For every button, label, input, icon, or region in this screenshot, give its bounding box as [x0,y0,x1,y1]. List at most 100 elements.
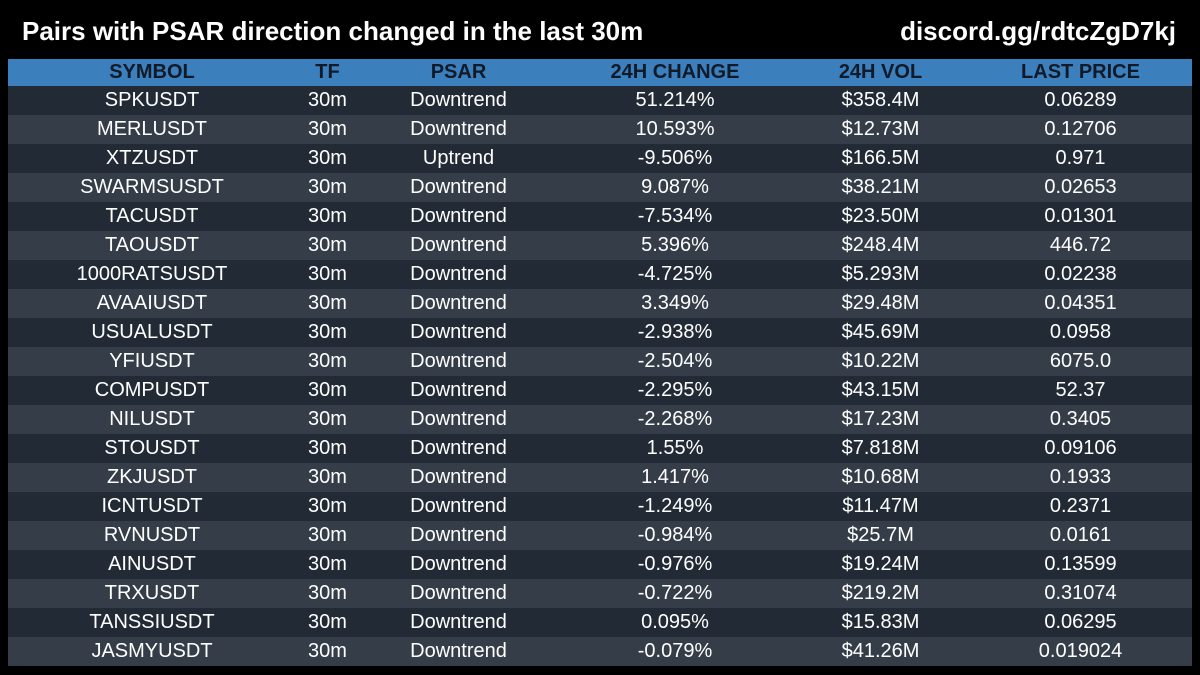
cell-psar: Downtrend [359,492,558,521]
cell-24h-change: -9.506% [558,144,792,173]
cell-tf: 30m [296,579,359,608]
table-row: SWARMSUSDT 30m Downtrend 9.087% $38.21M 0.026… [8,173,1192,202]
cell-24h-change: -4.725% [558,260,792,289]
cell-24h-change: -7.534% [558,202,792,231]
cell-tf: 30m [296,347,359,376]
cell-24h-change: -2.268% [558,405,792,434]
cell-tf: 30m [296,492,359,521]
cell-24h-vol: $12.73M [792,115,969,144]
cell-psar: Downtrend [359,260,558,289]
cell-tf: 30m [296,434,359,463]
cell-tf: 30m [296,608,359,637]
cell-symbol: RVNUSDT [8,521,296,550]
cell-24h-vol: $7.818M [792,434,969,463]
cell-symbol: MERLUSDT [8,115,296,144]
cell-psar: Downtrend [359,347,558,376]
cell-24h-change: 1.417% [558,463,792,492]
cell-tf: 30m [296,463,359,492]
column-header-24h-change: 24H CHANGE [558,59,792,86]
cell-symbol: AVAAIUSDT [8,289,296,318]
cell-24h-change: 0.095% [558,608,792,637]
table-row: NILUSDT 30m Downtrend -2.268% $17.23M 0.3405 [8,405,1192,434]
table-header-row: SYMBOL TF PSAR 24H CHANGE 24H VOL LAST PRICE [8,59,1192,86]
cell-psar: Uptrend [359,144,558,173]
cell-symbol: COMPUSDT [8,376,296,405]
column-header-psar: PSAR [359,59,558,86]
cell-psar: Downtrend [359,550,558,579]
cell-symbol: NILUSDT [8,405,296,434]
cell-psar: Downtrend [359,231,558,260]
cell-psar: Downtrend [359,376,558,405]
cell-psar: Downtrend [359,579,558,608]
cell-24h-change: -2.504% [558,347,792,376]
cell-last-price: 0.0161 [969,521,1192,550]
cell-24h-change: 10.593% [558,115,792,144]
cell-24h-vol: $11.47M [792,492,969,521]
header-bar: Pairs with PSAR direction changed in the… [0,0,1200,60]
table-row: TACUSDT 30m Downtrend -7.534% $23.50M 0.01301 [8,202,1192,231]
cell-last-price: 52.37 [969,376,1192,405]
cell-last-price: 0.3405 [969,405,1192,434]
cell-tf: 30m [296,202,359,231]
cell-last-price: 0.02653 [969,173,1192,202]
table-row: STOUSDT 30m Downtrend 1.55% $7.818M 0.09106 [8,434,1192,463]
cell-24h-change: -2.938% [558,318,792,347]
cell-symbol: STOUSDT [8,434,296,463]
cell-symbol: TAOUSDT [8,231,296,260]
cell-24h-vol: $358.4M [792,86,969,115]
table-header: SYMBOL TF PSAR 24H CHANGE 24H VOL LAST PRICE [8,59,1192,86]
cell-symbol: TRXUSDT [8,579,296,608]
column-header-last-price: LAST PRICE [969,59,1192,86]
psar-table: SYMBOL TF PSAR 24H CHANGE 24H VOL LAST PRICE … [8,59,1192,666]
table-row: TRXUSDT 30m Downtrend -0.722% $219.2M 0.31074 [8,579,1192,608]
cell-psar: Downtrend [359,608,558,637]
cell-symbol: YFIUSDT [8,347,296,376]
table-row: JASMYUSDT 30m Downtrend -0.079% $41.26M 0.019… [8,637,1192,666]
cell-last-price: 0.06295 [969,608,1192,637]
cell-24h-change: 1.55% [558,434,792,463]
cell-tf: 30m [296,260,359,289]
cell-24h-change: -0.984% [558,521,792,550]
cell-psar: Downtrend [359,173,558,202]
cell-last-price: 0.13599 [969,550,1192,579]
cell-last-price: 6075.0 [969,347,1192,376]
table-row: COMPUSDT 30m Downtrend -2.295% $43.15M 52.37 [8,376,1192,405]
cell-24h-vol: $23.50M [792,202,969,231]
table-row: AINUSDT 30m Downtrend -0.976% $19.24M 0.13599 [8,550,1192,579]
cell-psar: Downtrend [359,318,558,347]
cell-psar: Downtrend [359,289,558,318]
cell-last-price: 0.019024 [969,637,1192,666]
cell-tf: 30m [296,637,359,666]
table-row: AVAAIUSDT 30m Downtrend 3.349% $29.48M 0.0435… [8,289,1192,318]
cell-symbol: TACUSDT [8,202,296,231]
cell-tf: 30m [296,521,359,550]
cell-symbol: ICNTUSDT [8,492,296,521]
cell-24h-change: -0.079% [558,637,792,666]
cell-24h-vol: $29.48M [792,289,969,318]
column-header-symbol: SYMBOL [8,59,296,86]
cell-tf: 30m [296,405,359,434]
cell-last-price: 0.1933 [969,463,1192,492]
cell-last-price: 0.0958 [969,318,1192,347]
column-header-tf: TF [296,59,359,86]
cell-psar: Downtrend [359,434,558,463]
cell-tf: 30m [296,550,359,579]
discord-link[interactable]: discord.gg/rdtcZgD7kj [900,16,1176,46]
cell-psar: Downtrend [359,115,558,144]
cell-24h-vol: $166.5M [792,144,969,173]
table-row: 1000RATSUSDT 30m Downtrend -4.725% $5.293M 0.… [8,260,1192,289]
cell-24h-change: -0.722% [558,579,792,608]
cell-24h-change: -2.295% [558,376,792,405]
cell-24h-change: -0.976% [558,550,792,579]
cell-24h-vol: $38.21M [792,173,969,202]
cell-psar: Downtrend [359,405,558,434]
cell-psar: Downtrend [359,463,558,492]
cell-psar: Downtrend [359,202,558,231]
table-row: YFIUSDT 30m Downtrend -2.504% $10.22M 6075.0 [8,347,1192,376]
cell-tf: 30m [296,144,359,173]
cell-tf: 30m [296,115,359,144]
cell-psar: Downtrend [359,637,558,666]
cell-tf: 30m [296,86,359,115]
table-row: TAOUSDT 30m Downtrend 5.396% $248.4M 446.72 [8,231,1192,260]
cell-24h-vol: $41.26M [792,637,969,666]
